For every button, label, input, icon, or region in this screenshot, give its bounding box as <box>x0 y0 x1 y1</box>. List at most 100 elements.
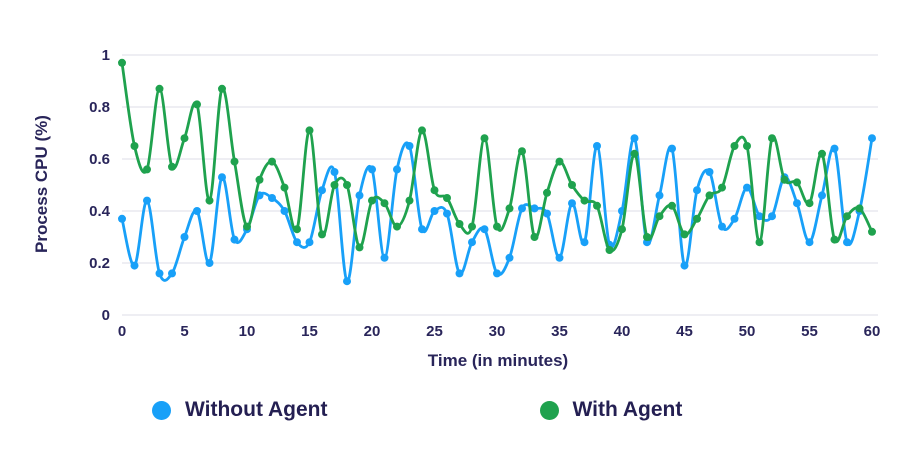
data-point-with-agent <box>355 243 364 252</box>
gridlines <box>122 54 878 316</box>
data-point-without-agent <box>293 238 301 247</box>
data-point-with-agent <box>868 227 876 236</box>
data-point-with-agent <box>393 222 401 231</box>
data-point-with-agent <box>680 230 689 239</box>
data-point-with-agent <box>380 199 389 208</box>
data-point-with-agent <box>368 196 376 205</box>
data-point-without-agent <box>755 212 764 221</box>
x-tick-label: 45 <box>676 323 693 340</box>
x-tick-label: 0 <box>118 323 126 340</box>
x-tick-label: 30 <box>489 323 506 340</box>
data-point-with-agent <box>743 142 751 150</box>
data-point-without-agent <box>393 165 401 174</box>
data-point-with-agent <box>643 233 651 241</box>
data-point-with-agent <box>555 157 564 166</box>
data-point-without-agent <box>280 207 289 215</box>
data-point-without-agent <box>830 144 839 153</box>
data-point-without-agent <box>455 269 464 278</box>
data-point-with-agent <box>230 157 239 166</box>
data-point-without-agent <box>668 144 676 153</box>
data-point-with-agent <box>480 134 489 143</box>
data-point-without-agent <box>493 269 501 278</box>
data-point-without-agent <box>580 238 589 247</box>
data-point-without-agent <box>868 134 876 143</box>
data-point-with-agent <box>580 196 589 205</box>
data-point-without-agent <box>793 199 801 208</box>
y-axis-tick-labels: 0 0.2 0.4 0.6 0.8 1 <box>89 47 111 324</box>
data-point-without-agent <box>468 238 476 247</box>
data-point-with-agent <box>768 134 776 143</box>
y-tick-label: 0 <box>102 307 110 324</box>
data-point-with-agent <box>793 178 801 187</box>
legend-label-with-agent: With Agent <box>572 398 683 421</box>
data-point-without-agent <box>305 238 314 247</box>
series-line-with-agent <box>120 61 874 253</box>
data-point-without-agent <box>405 142 414 150</box>
x-axis-tick-labels: 0 5 10 15 20 25 30 35 40 45 50 55 60 <box>118 323 881 340</box>
data-point-with-agent <box>180 134 189 143</box>
x-tick-label: 50 <box>739 323 756 340</box>
data-point-without-agent <box>693 186 701 195</box>
data-point-with-agent <box>155 84 164 93</box>
data-point-with-agent <box>118 58 126 67</box>
data-point-with-agent <box>280 183 289 192</box>
data-point-without-agent <box>680 261 689 270</box>
y-axis-title: Process CPU (%) <box>32 115 51 253</box>
data-point-with-agent <box>568 181 576 189</box>
chart-legend: Without Agent With Agent <box>152 398 682 422</box>
data-point-without-agent <box>205 259 214 267</box>
data-point-with-agent <box>593 201 601 210</box>
x-tick-label: 10 <box>239 323 256 340</box>
data-point-with-agent <box>755 238 764 247</box>
data-point-without-agent <box>418 225 426 234</box>
data-point-with-agent <box>443 194 451 202</box>
x-tick-label: 55 <box>801 323 818 340</box>
data-point-with-agent <box>330 181 339 189</box>
data-point-without-agent <box>655 191 664 200</box>
data-point-without-agent <box>168 269 176 278</box>
data-point-without-agent <box>330 168 339 176</box>
data-point-with-agent <box>830 235 839 244</box>
data-point-without-agent <box>218 173 226 182</box>
data-point-with-agent <box>818 149 826 158</box>
y-tick-label: 0.6 <box>89 151 110 168</box>
data-point-without-agent <box>430 207 439 215</box>
data-point-with-agent <box>305 126 314 135</box>
data-point-without-agent <box>518 204 526 213</box>
data-series <box>118 58 876 286</box>
y-tick-label: 0.2 <box>89 255 110 272</box>
data-point-without-agent <box>505 253 514 262</box>
data-point-with-agent <box>705 191 714 200</box>
data-point-with-agent <box>130 142 139 150</box>
data-point-without-agent <box>368 165 376 174</box>
x-tick-label: 40 <box>614 323 631 340</box>
data-point-with-agent <box>430 186 439 195</box>
data-point-with-agent <box>418 126 426 135</box>
data-point-without-agent <box>630 134 639 143</box>
data-point-with-agent <box>605 246 614 254</box>
data-point-with-agent <box>493 222 501 231</box>
data-point-with-agent <box>268 157 276 166</box>
series-with-agent <box>118 58 876 254</box>
without-agent-dot-icon <box>152 400 171 420</box>
x-tick-label: 35 <box>551 323 568 340</box>
x-axis-title: Time (in minutes) <box>428 351 568 370</box>
data-point-without-agent <box>355 191 364 200</box>
data-point-with-agent <box>730 142 739 150</box>
x-tick-label: 60 <box>864 323 881 340</box>
data-point-without-agent <box>268 194 276 202</box>
data-point-with-agent <box>668 201 676 210</box>
legend-label-without-agent: Without Agent <box>185 398 328 421</box>
data-point-without-agent <box>843 238 851 247</box>
data-point-without-agent <box>230 235 239 244</box>
data-point-with-agent <box>243 222 251 231</box>
data-point-with-agent <box>518 147 526 156</box>
data-point-with-agent <box>255 175 264 184</box>
data-point-with-agent <box>468 222 476 231</box>
data-point-with-agent <box>455 220 464 228</box>
y-tick-label: 0.8 <box>89 99 110 116</box>
with-agent-dot-icon <box>539 400 559 420</box>
data-point-without-agent <box>593 142 601 150</box>
